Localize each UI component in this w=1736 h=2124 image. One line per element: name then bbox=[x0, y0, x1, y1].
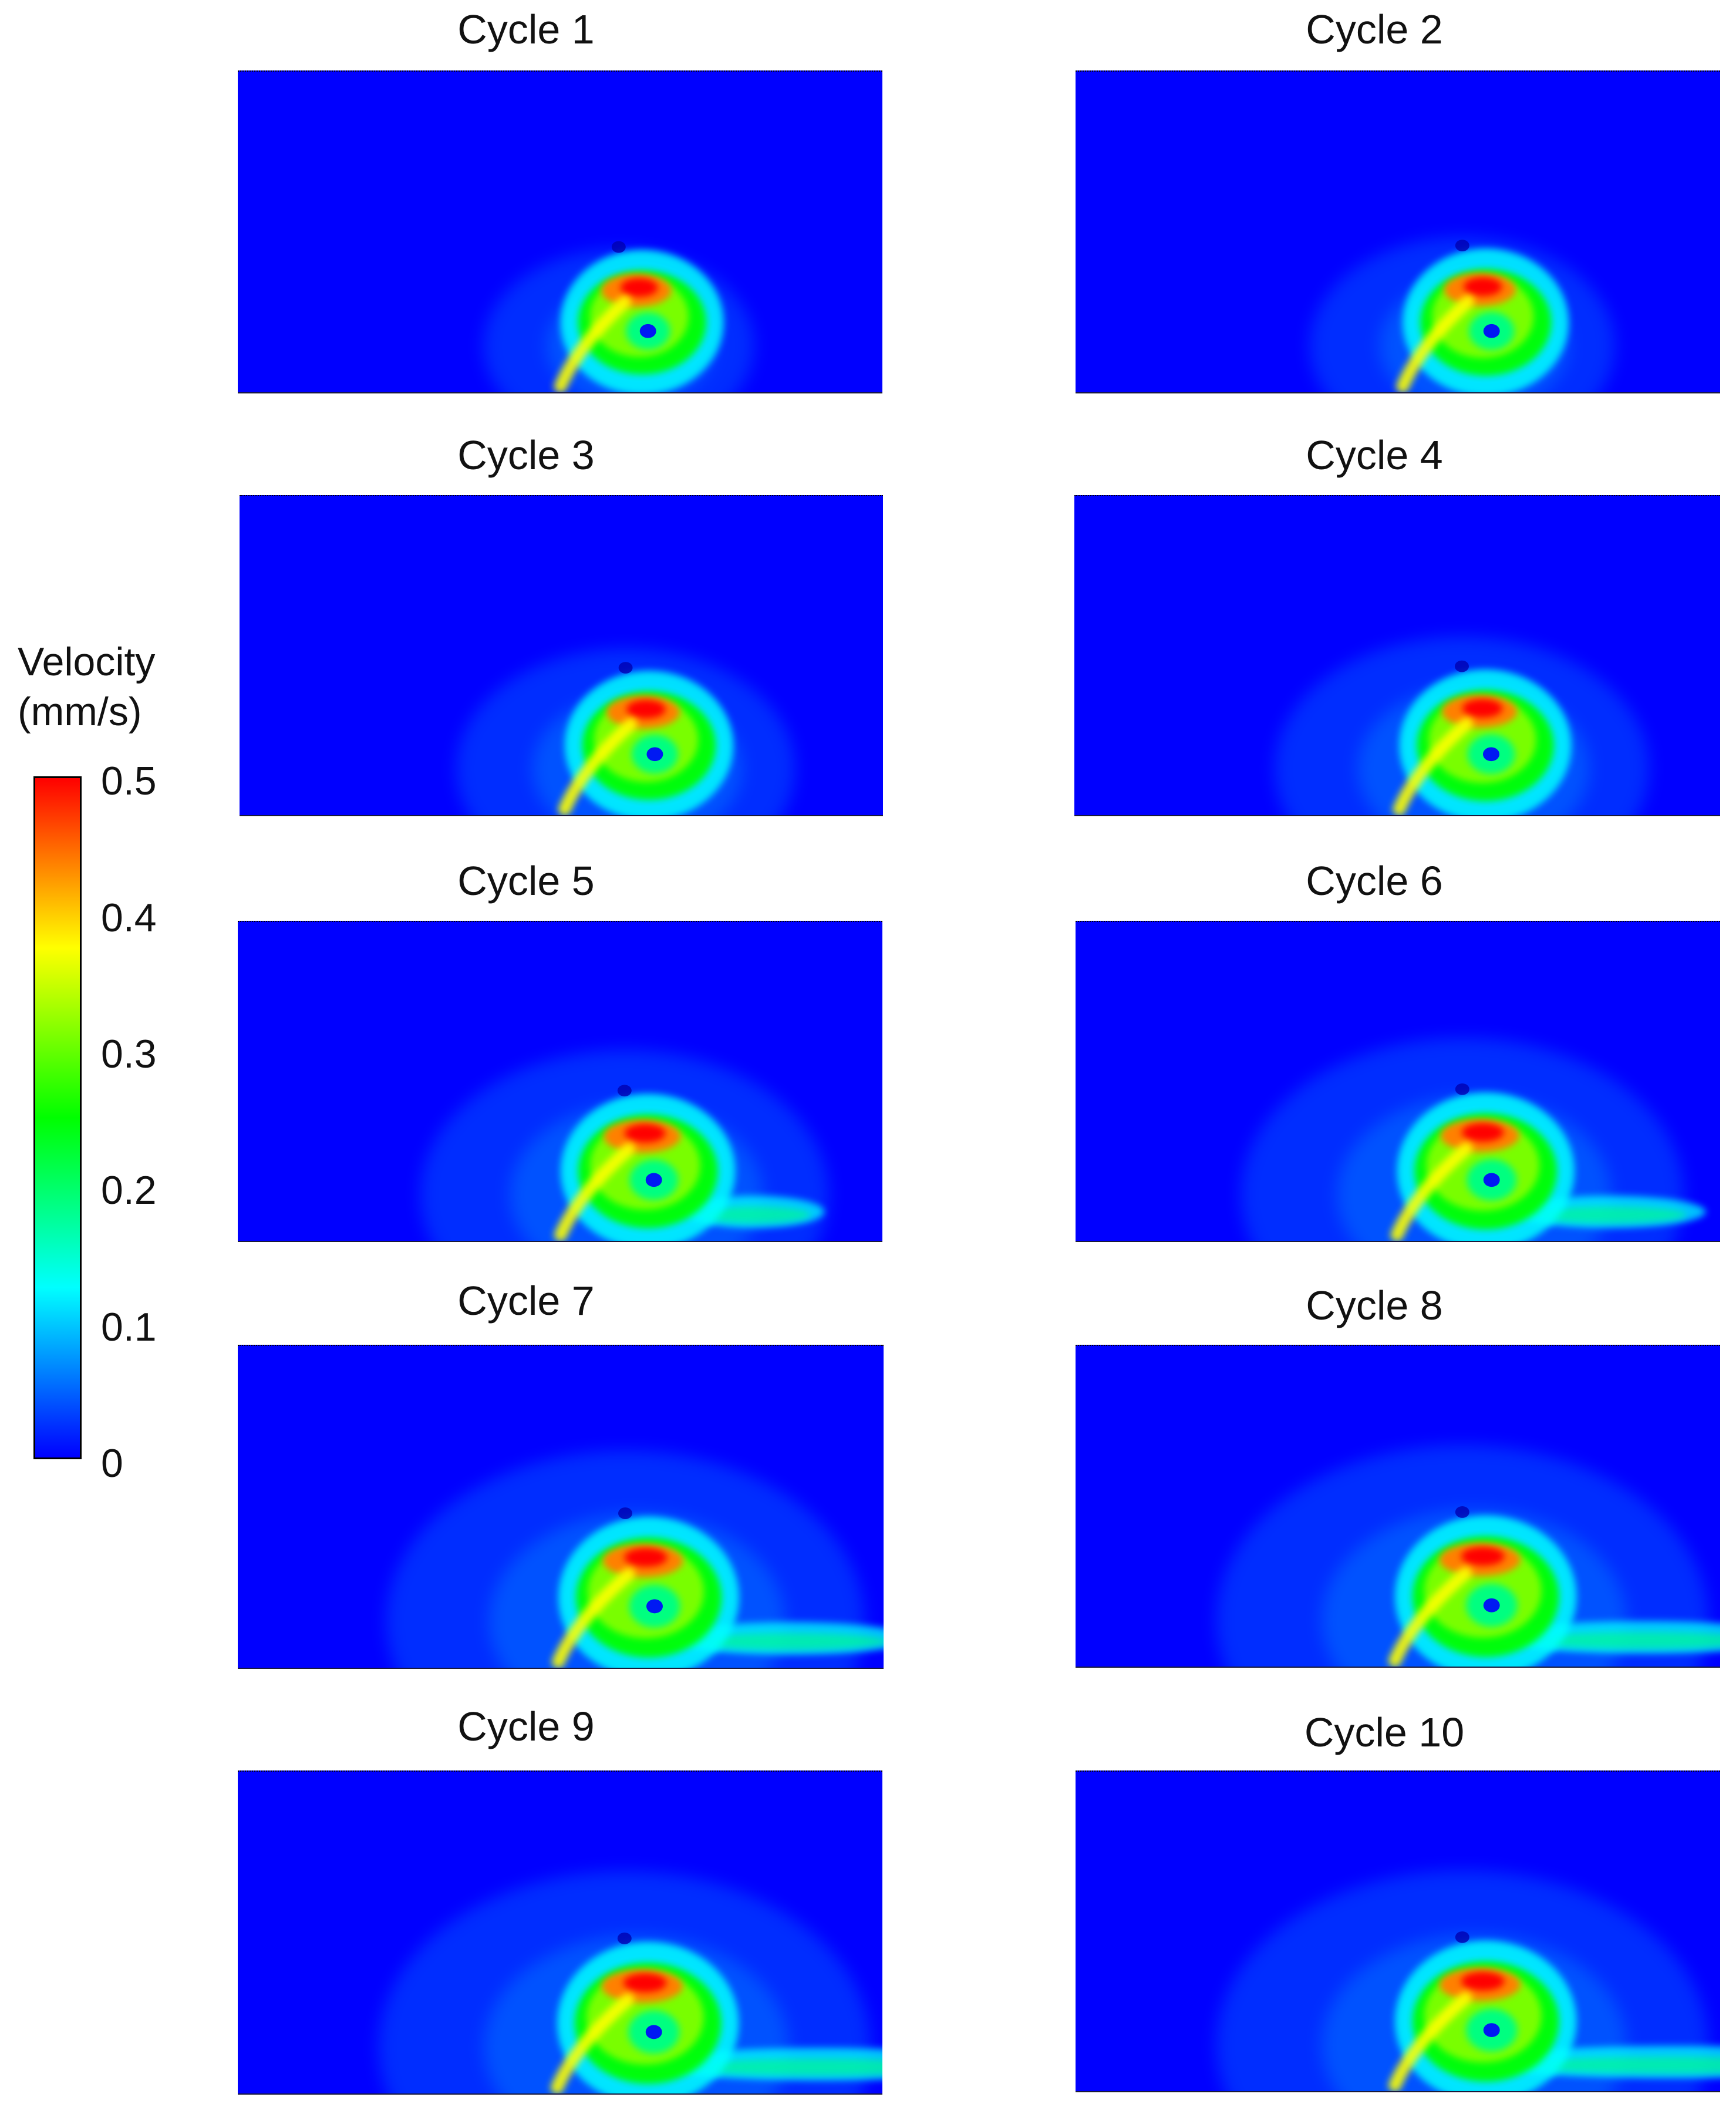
colorbar-title: Velocity (mm/s) bbox=[18, 637, 194, 737]
panel-title-cycle-9: Cycle 9 bbox=[457, 1704, 595, 1749]
contour-plot-cycle-4 bbox=[1074, 495, 1720, 816]
contour-field bbox=[378, 1871, 882, 2093]
panel-title-cycle-3: Cycle 3 bbox=[457, 432, 595, 478]
colorbar-tick: 0 bbox=[101, 1441, 123, 1486]
contour-plot-cycle-2 bbox=[1076, 70, 1720, 393]
contour-plot-cycle-7 bbox=[238, 1345, 884, 1669]
contour-plot-cycle-1 bbox=[238, 70, 882, 393]
contour-field bbox=[1274, 636, 1650, 815]
colorbar-tick: 0.4 bbox=[101, 896, 157, 940]
panel-title-cycle-6: Cycle 6 bbox=[1306, 858, 1443, 904]
contour-field bbox=[386, 1450, 884, 1668]
colorbar-gradient bbox=[33, 776, 82, 1459]
colorbar-tick: 0.1 bbox=[101, 1305, 157, 1349]
contour-plot-cycle-3 bbox=[240, 495, 883, 816]
colorbar-tick: 0.3 bbox=[101, 1032, 157, 1076]
panel-title-cycle-2: Cycle 2 bbox=[1306, 6, 1443, 52]
contour-plot-cycle-5 bbox=[238, 921, 882, 1242]
colorbar-title-quantity: Velocity bbox=[18, 639, 156, 684]
contour-plot-cycle-9 bbox=[238, 1770, 882, 2095]
colorbar-tick: 0.2 bbox=[101, 1168, 157, 1213]
contour-field bbox=[1216, 1445, 1720, 1667]
contour-field bbox=[1309, 237, 1615, 392]
panel-title-cycle-1: Cycle 1 bbox=[457, 6, 595, 52]
panel-title-cycle-7: Cycle 7 bbox=[457, 1278, 595, 1324]
contour-field bbox=[1216, 1870, 1720, 2091]
contour-plot-cycle-8 bbox=[1076, 1345, 1720, 1668]
contour-plot-cycle-10 bbox=[1076, 1770, 1720, 2092]
panel-title-cycle-10: Cycle 10 bbox=[1304, 1709, 1465, 1755]
contour-field bbox=[1241, 1038, 1706, 1241]
contour-field bbox=[483, 241, 754, 392]
panel-title-cycle-4: Cycle 4 bbox=[1306, 432, 1443, 478]
colorbar-title-units: (mm/s) bbox=[18, 689, 142, 734]
colorbar-tick: 0.5 bbox=[101, 759, 157, 803]
panel-title-cycle-5: Cycle 5 bbox=[457, 858, 595, 904]
contour-plot-cycle-6 bbox=[1076, 921, 1720, 1242]
contour-field bbox=[420, 1050, 829, 1241]
contour-field bbox=[456, 648, 795, 815]
panel-title-cycle-8: Cycle 8 bbox=[1306, 1283, 1443, 1328]
